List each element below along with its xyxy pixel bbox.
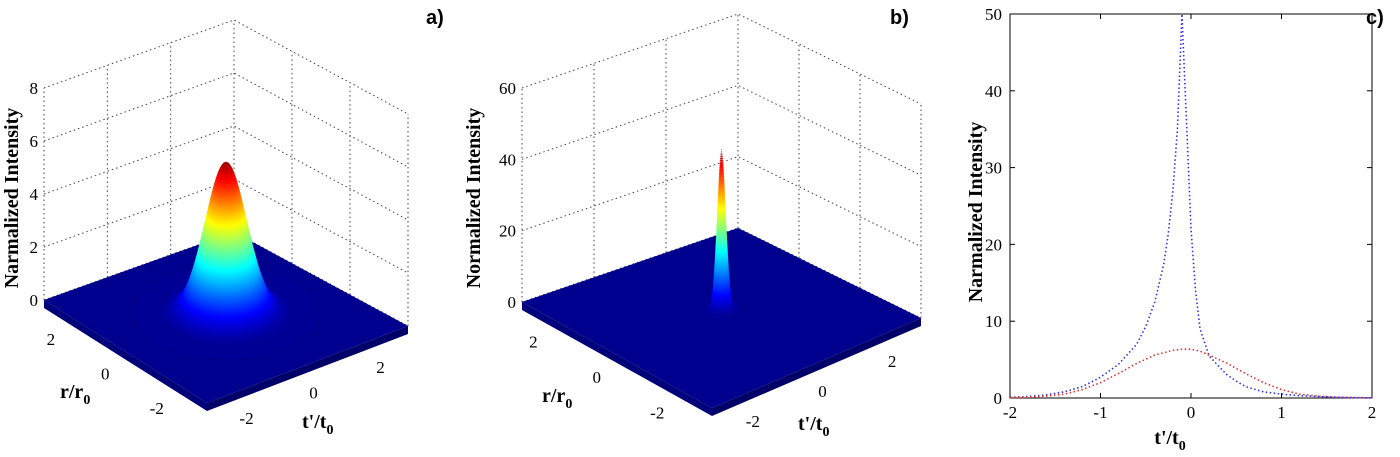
grid-z-line (43, 19, 409, 115)
x-axis-label-sub: 0 (1179, 439, 1186, 454)
peak-slice (719, 161, 724, 163)
surface-peak-a (135, 161, 317, 360)
line-plot-c-svg: 0 10 20 30 40 50 -2 -1 0 1 2 Narmalized Intensity t'… (965, 5, 1384, 454)
z-tick-label: 6 (30, 132, 39, 151)
peak-slice (222, 162, 230, 166)
x-tick-label: -1 (1093, 403, 1107, 422)
r-axis-label: r/r0 (542, 385, 572, 412)
z-tick-label: 4 (30, 185, 39, 204)
grid-a (43, 19, 409, 327)
peak-slice (719, 162, 724, 165)
grid-z-line (43, 72, 409, 168)
t-axis-label: t'/t0 (302, 411, 333, 438)
x-tick-label: 2 (1368, 403, 1377, 422)
surface-edge-right (712, 318, 921, 416)
z-tick-label: 20 (499, 222, 516, 241)
t-tick-label: -2 (239, 409, 253, 428)
panel-label: c) (1366, 7, 1384, 29)
series-line-0 (1009, 13, 1373, 399)
z-tick-label: 0 (508, 293, 517, 312)
t-tick-label: 0 (309, 384, 318, 403)
peak-slice (720, 149, 723, 150)
y-tick-label: 10 (985, 312, 1002, 331)
z-tick-label: 8 (30, 79, 39, 98)
peak-slice (720, 155, 723, 158)
y-tick-label: 50 (985, 5, 1002, 24)
peak-slice (719, 169, 724, 173)
t-tick-label: 2 (376, 358, 385, 377)
z-tick-label: 60 (499, 79, 516, 98)
r-tick-label: 0 (593, 368, 602, 387)
peak-slice (720, 154, 723, 156)
peak-slice (720, 152, 723, 154)
y-tick-label: 0 (994, 389, 1003, 408)
surface-edge-left (522, 302, 712, 416)
z-tick-label: 40 (499, 150, 516, 169)
t-axis-label-base: t'/t (302, 411, 327, 433)
line-plot-c: 0 10 20 30 40 50 -2 -1 0 1 2 Narmalized Intensity t'… (930, 0, 1400, 457)
surface-peak-b (702, 149, 741, 320)
z-axis-label: Narmalized Intensity (1, 108, 23, 289)
t-axis-label-sub: 0 (326, 423, 333, 438)
r-tick-label: 0 (101, 365, 110, 384)
plot-frame (1009, 13, 1373, 399)
x-axis-label: t'/t0 (1154, 427, 1185, 454)
peak-slice (718, 173, 725, 176)
y-tick-label: 30 (985, 159, 1002, 178)
panel-label: b) (890, 7, 909, 29)
r-tick-label: 2 (529, 333, 538, 352)
x-axis-label-base: t'/t (1154, 427, 1179, 449)
r-axis-label: r/r0 (60, 381, 90, 408)
peak-slice (719, 164, 724, 167)
peak-slice (719, 166, 724, 169)
y-axis-label: Narmalized Intensity (965, 122, 987, 303)
t-tick-label: 0 (818, 382, 827, 401)
r-tick-label: 2 (47, 330, 56, 349)
surface-plot-a: 0 2 4 6 8 2 0 -2 -2 0 2 Narmalized Intensity r/r0 t'/… (0, 0, 460, 457)
t-axis-label-sub: 0 (822, 425, 829, 440)
series-line-1 (1009, 348, 1373, 399)
r-tick-label: -2 (150, 399, 164, 418)
r-axis-label-base: r/r (60, 381, 83, 403)
x-tick-label: -2 (1003, 403, 1017, 422)
peak-slice (719, 159, 724, 162)
grid-z-line (43, 125, 409, 221)
r-axis-label-base: r/r (542, 385, 565, 407)
y-tick-label: 40 (985, 82, 1002, 101)
peak-slice (225, 161, 227, 163)
surface-edge-right (207, 326, 408, 411)
surface-edge-left (44, 300, 207, 411)
y-tick-label: 20 (985, 235, 1002, 254)
grid-z-line (43, 178, 409, 274)
r-axis-label-sub: 0 (565, 397, 572, 412)
t-axis-label-base: t'/t (798, 413, 823, 435)
r-tick-label: -2 (650, 403, 664, 422)
peak-slice (719, 171, 724, 174)
surface-plot-b: 0 20 40 60 2 0 -2 -2 0 2 Normalized Intensity r/r0 t… (460, 0, 930, 457)
grid-z-line (521, 13, 922, 105)
x-tick-label: 1 (1277, 403, 1286, 422)
panel-label: a) (426, 7, 444, 29)
z-tick-label: 2 (30, 238, 39, 257)
peak-slice (720, 150, 723, 152)
z-tick-label: 0 (30, 291, 39, 310)
t-tick-label: -2 (746, 412, 760, 431)
t-tick-label: 2 (888, 352, 897, 371)
t-axis-label: t'/t0 (798, 413, 829, 440)
peak-slice (719, 157, 724, 160)
r-axis-label-sub: 0 (83, 393, 90, 408)
z-axis-label: Normalized Intensity (463, 108, 485, 289)
peak-slice (719, 167, 724, 171)
x-tick-label: 0 (1187, 403, 1196, 422)
